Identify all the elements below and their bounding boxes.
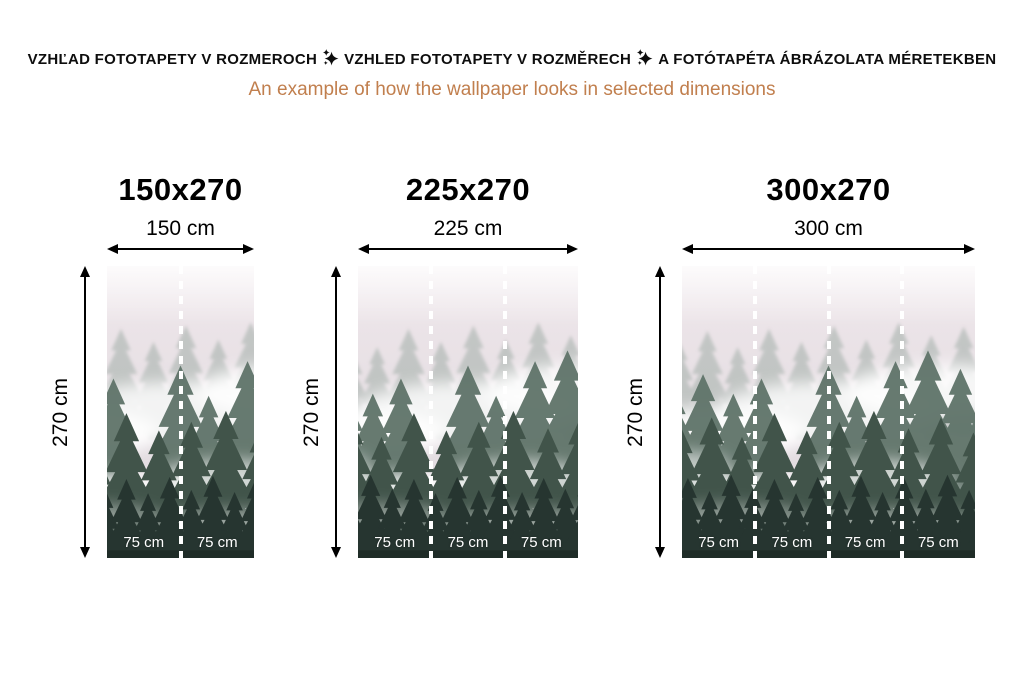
strip: 75 cm [178,266,255,558]
strip: 75 cm [107,266,181,558]
strip: 75 cm [358,266,431,558]
arrow-line [363,248,573,250]
title-slovak: VZHĽAD FOTOTAPETY V ROZMEROCH [27,51,318,68]
multilingual-title: VZHĽAD FOTOTAPETY V ROZMEROCH VZHLED FOT… [0,49,1024,70]
panel-title: 225x270 [405,172,531,207]
width-arrow [107,243,254,255]
sparkle-icon [322,49,339,66]
panel-measurements: 300x270 300 cm [682,174,975,255]
height-label: 270 cm [49,377,72,447]
strip: 75 cm [429,266,504,558]
sparkle-icon [636,49,653,66]
panel-strips: 75 cm 75 cm 75 cm [358,266,578,558]
arrowhead-right-icon [964,244,975,254]
strip-width-label: 75 cm [123,534,165,551]
panel-title: 150x270 [118,172,243,207]
page-header: VZHĽAD FOTOTAPETY V ROZMEROCH VZHLED FOT… [0,0,1024,100]
width-arrow [682,243,975,255]
strip-width-label: 75 cm [917,534,959,551]
title-czech: VZHLED FOTOTAPETY V ROZMĚRECH [344,51,632,68]
arrow-line [84,271,86,553]
strip-width-label: 75 cm [698,534,740,551]
page-subtitle: An example of how the wallpaper looks in… [248,79,776,100]
strip: 75 cm [826,266,902,558]
panel-300x270: 300x270 300 cm 270 cm [624,174,975,558]
height-arrow [330,266,342,558]
panel-strips: 75 cm 75 cm 75 cm 75 cm [682,266,975,558]
strip: 75 cm [682,266,755,558]
panel-225x270: 225x270 225 cm 270 cm [300,174,578,558]
panel-150x270: 150x270 150 cm 270 cm [49,174,254,558]
panel-body: 270 cm 75 cm 75 cm [49,266,254,558]
arrowhead-right-icon [567,244,578,254]
panel-body: 270 cm 75 cm 75 cm 75 cm [624,266,975,558]
arrowhead-down-icon [655,547,665,558]
panel-strips: 75 cm 75 cm [107,266,254,558]
arrow-line [659,271,661,553]
arrow-line [687,248,970,250]
height-measure-column: 270 cm [49,266,107,558]
height-label: 270 cm [624,377,647,447]
height-arrow [79,266,91,558]
panel-measurements: 225x270 225 cm [358,174,578,255]
width-label: 150 cm [146,217,215,240]
strip: 75 cm [753,266,828,558]
height-label: 270 cm [300,377,323,447]
strip-width-label: 75 cm [771,534,813,551]
strip: 75 cm [502,266,578,558]
strip-width-label: 75 cm [196,534,238,551]
wallpaper-preview-150: 75 cm 75 cm [107,266,254,558]
strip: 75 cm [899,266,975,558]
arrow-line [335,271,337,553]
panel-title: 300x270 [766,172,891,207]
arrowhead-right-icon [243,244,254,254]
panel-body: 270 cm 75 cm 75 cm 75 cm [300,266,578,558]
strip-width-label: 75 cm [520,534,562,551]
height-measure-column: 270 cm [624,266,682,558]
width-label: 225 cm [433,217,503,240]
arrow-line [112,248,249,250]
strip-width-label: 75 cm [844,534,886,551]
strip-width-label: 75 cm [374,534,416,551]
title-hungarian: A FOTÓTAPÉTA ÁBRÁZOLATA MÉRETEKBEN [658,51,997,68]
height-measure-column: 270 cm [300,266,358,558]
strip-width-label: 75 cm [447,534,489,551]
height-arrow [654,266,666,558]
arrowhead-down-icon [80,547,90,558]
width-label: 300 cm [794,217,863,240]
dimension-examples: 150x270 150 cm 270 cm [0,174,1024,558]
wallpaper-preview-225: 75 cm 75 cm 75 cm [358,266,578,558]
panel-measurements: 150x270 150 cm [107,174,254,255]
arrowhead-down-icon [331,547,341,558]
width-arrow [358,243,578,255]
wallpaper-preview-300: 75 cm 75 cm 75 cm 75 cm [682,266,975,558]
